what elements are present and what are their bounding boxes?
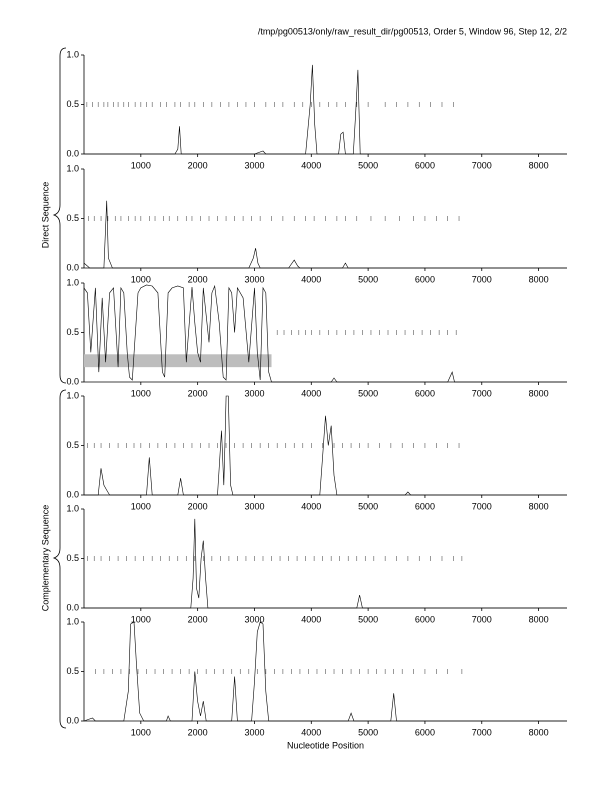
y-tick-label: 0.5: [66, 99, 79, 109]
x-tick-label: 8000: [529, 727, 549, 737]
x-tick-label: 3000: [244, 274, 264, 284]
x-tick-label: 8000: [529, 274, 549, 284]
x-tick-label: 1000: [131, 727, 151, 737]
x-tick-label: 8000: [529, 388, 549, 398]
y-axis-label: Complementary Sequence: [40, 505, 50, 612]
x-tick-label: 3000: [244, 160, 264, 170]
brace: [52, 389, 67, 729]
x-tick-label: 7000: [472, 388, 492, 398]
x-tick-label: 5000: [358, 501, 378, 511]
y-tick-label: 0.0: [66, 262, 79, 272]
data-line: [84, 395, 567, 496]
x-tick-label: 6000: [415, 160, 435, 170]
x-tick-label: 8000: [529, 160, 549, 170]
x-tick-label: 4000: [301, 614, 321, 624]
y-tick-label: 1.0: [66, 49, 79, 59]
highlight-band: [84, 354, 272, 368]
y-tick-label: 0.0: [66, 376, 79, 386]
x-tick-label: 4000: [301, 727, 321, 737]
y-tick-label: 0.5: [66, 553, 79, 563]
x-tick-label: 5000: [358, 274, 378, 284]
x-tick-label: 8000: [529, 614, 549, 624]
x-tick-label: 2000: [188, 274, 208, 284]
x-tick-label: 7000: [472, 614, 492, 624]
x-axis-label: Nucleotide Position: [287, 740, 364, 750]
x-tick-label: 7000: [472, 274, 492, 284]
data-line: [84, 64, 567, 155]
x-tick-label: 4000: [301, 274, 321, 284]
x-tick-label: 3000: [244, 501, 264, 511]
x-tick-label: 6000: [415, 388, 435, 398]
x-tick-label: 7000: [472, 160, 492, 170]
x-tick-label: 2000: [188, 501, 208, 511]
x-tick-label: 3000: [244, 388, 264, 398]
x-tick-label: 1000: [131, 160, 151, 170]
x-tick-label: 1000: [131, 388, 151, 398]
y-axis-label: Direct Sequence: [40, 182, 50, 249]
x-tick-label: 1000: [131, 274, 151, 284]
y-tick-label: 1.0: [66, 390, 79, 400]
x-tick-label: 2000: [188, 388, 208, 398]
y-tick-label: 0.5: [66, 213, 79, 223]
y-tick-label: 0.0: [66, 602, 79, 612]
x-tick-label: 3000: [244, 727, 264, 737]
y-tick-label: 1.0: [66, 163, 79, 173]
y-tick-label: 0.0: [66, 489, 79, 499]
x-tick-label: 7000: [472, 727, 492, 737]
data-line: [83, 200, 567, 269]
x-tick-label: 6000: [415, 501, 435, 511]
x-tick-label: 1000: [131, 501, 151, 511]
data-line: [83, 621, 567, 722]
x-tick-label: 5000: [358, 614, 378, 624]
y-tick-label: 1.0: [66, 616, 79, 626]
x-tick-label: 5000: [358, 160, 378, 170]
y-tick-label: 0.0: [66, 148, 79, 158]
brace: [52, 47, 67, 384]
x-tick-label: 2000: [188, 160, 208, 170]
x-tick-label: 1000: [131, 614, 151, 624]
x-tick-label: 5000: [358, 388, 378, 398]
x-tick-label: 4000: [301, 160, 321, 170]
x-tick-label: 2000: [188, 614, 208, 624]
x-tick-label: 6000: [415, 727, 435, 737]
data-line: [83, 284, 567, 383]
x-tick-label: 2000: [188, 727, 208, 737]
y-tick-label: 0.5: [66, 440, 79, 450]
x-tick-label: 4000: [301, 501, 321, 511]
x-tick-label: 3000: [244, 614, 264, 624]
x-tick-label: 6000: [415, 274, 435, 284]
y-tick-label: 1.0: [66, 503, 79, 513]
y-tick-label: 0.5: [66, 327, 79, 337]
x-tick-label: 4000: [301, 388, 321, 398]
data-line: [84, 518, 567, 609]
y-tick-label: 0.5: [66, 666, 79, 676]
y-tick-label: 1.0: [66, 277, 79, 287]
x-tick-label: 6000: [415, 614, 435, 624]
x-tick-label: 7000: [472, 501, 492, 511]
chart-title: /tmp/pg00513/only/raw_result_dir/pg00513…: [258, 26, 567, 36]
y-tick-label: 0.0: [66, 715, 79, 725]
x-tick-label: 5000: [358, 727, 378, 737]
x-tick-label: 8000: [529, 501, 549, 511]
